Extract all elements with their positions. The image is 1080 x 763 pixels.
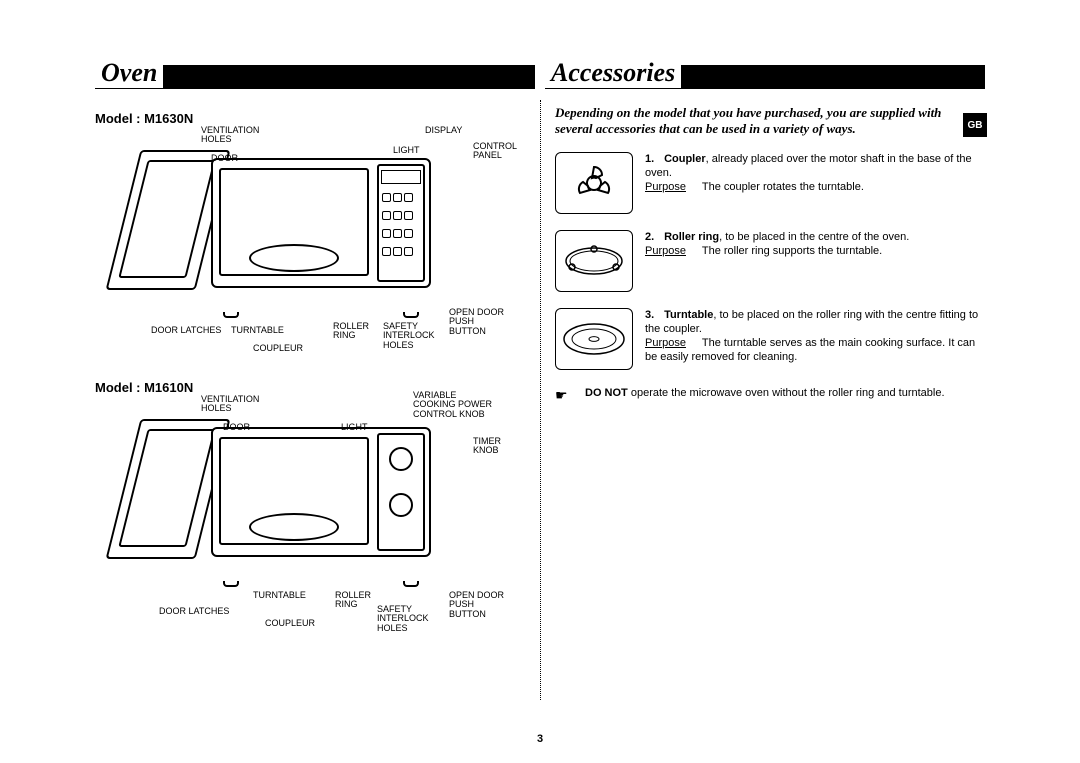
label-control-panel: CONTROL PANEL bbox=[473, 142, 517, 161]
accessory-number: 1. bbox=[645, 152, 661, 166]
turntable-icon bbox=[555, 308, 633, 370]
label-door: DOOR bbox=[211, 154, 238, 163]
purpose-text: The coupler rotates the turntable. bbox=[702, 181, 864, 193]
warning-bold: DO NOT bbox=[585, 387, 628, 399]
purpose-text: The roller ring supports the turntable. bbox=[702, 245, 882, 257]
bottom-labels-m1630n: DOOR LATCHES TURNTABLE COUPLEUR ROLLER R… bbox=[95, 322, 535, 372]
purpose-label: Purpose bbox=[645, 244, 699, 258]
manual-page: Oven Accessories GB Model : M1630N VENTI… bbox=[0, 0, 1080, 763]
accessory-row-coupler: 1. Coupler, already placed over the moto… bbox=[555, 152, 985, 214]
accessory-desc: , to be placed in the centre of the oven… bbox=[719, 231, 909, 243]
coupler-icon bbox=[555, 152, 633, 214]
accessories-intro: Depending on the model that you have pur… bbox=[555, 105, 985, 138]
mwave-button-grid bbox=[381, 190, 421, 270]
accessory-name: Coupler bbox=[664, 153, 706, 165]
label-safety-interlock: SAFETY INTERLOCK HOLES bbox=[383, 322, 435, 350]
mwave-timer-knob bbox=[389, 493, 413, 517]
label-open-door: OPEN DOOR PUSH BUTTON bbox=[449, 591, 504, 619]
label-safety-interlock: SAFETY INTERLOCK HOLES bbox=[377, 605, 429, 633]
page-number: 3 bbox=[537, 733, 543, 745]
mwave-foot bbox=[403, 312, 419, 318]
bottom-labels-m1610n: DOOR LATCHES TURNTABLE COUPLEUR ROLLER R… bbox=[95, 591, 535, 647]
label-light: LIGHT bbox=[393, 146, 420, 155]
label-ventilation-holes: VENTILATION HOLES bbox=[201, 395, 259, 414]
label-coupleur: COUPLEUR bbox=[253, 344, 303, 353]
mwave-foot bbox=[403, 581, 419, 587]
diagram-m1610n: VENTILATION HOLES DOOR LIGHT VARIABLE CO… bbox=[123, 401, 473, 581]
accessory-text: 2. Roller ring, to be placed in the cent… bbox=[645, 230, 985, 292]
warning-row: ☛ DO NOT operate the microwave oven with… bbox=[555, 386, 985, 405]
purpose-label: Purpose bbox=[645, 336, 699, 350]
model-header-m1630n: Model : M1630N bbox=[95, 111, 535, 126]
mwave-turntable bbox=[249, 244, 339, 272]
accessories-column: Depending on the model that you have pur… bbox=[555, 105, 985, 404]
warning-text: DO NOT operate the microwave oven withou… bbox=[585, 386, 945, 405]
label-timer-knob: TIMER KNOB bbox=[473, 437, 501, 456]
mwave-power-knob bbox=[389, 447, 413, 471]
accessory-row-turntable: 3. Turntable, to be placed on the roller… bbox=[555, 308, 985, 370]
diagram-m1630n: VENTILATION HOLES DOOR DISPLAY LIGHT CON… bbox=[123, 132, 473, 312]
accessory-row-roller-ring: 2. Roller ring, to be placed in the cent… bbox=[555, 230, 985, 292]
label-open-door: OPEN DOOR PUSH BUTTON bbox=[449, 308, 504, 336]
accessory-number: 2. bbox=[645, 230, 661, 244]
accessory-text: 1. Coupler, already placed over the moto… bbox=[645, 152, 985, 214]
column-divider bbox=[540, 100, 541, 700]
mwave-display bbox=[381, 170, 421, 184]
label-variable-knob: VARIABLE COOKING POWER CONTROL KNOB bbox=[413, 391, 492, 419]
roller-ring-icon bbox=[555, 230, 633, 292]
section-title-accessories: Accessories bbox=[545, 58, 681, 88]
label-display: DISPLAY bbox=[425, 126, 462, 135]
purpose-label: Purpose bbox=[645, 180, 699, 194]
label-turntable: TURNTABLE bbox=[231, 326, 284, 335]
warning-rest: operate the microwave oven without the r… bbox=[628, 387, 945, 399]
mwave-foot bbox=[223, 581, 239, 587]
label-roller-ring: ROLLER RING bbox=[335, 591, 371, 610]
oven-column: Model : M1630N VENTILATION HOLES DOOR DI… bbox=[95, 105, 535, 647]
label-ventilation-holes: VENTILATION HOLES bbox=[201, 126, 259, 145]
label-light: LIGHT bbox=[341, 423, 368, 432]
label-door-latches: DOOR LATCHES bbox=[151, 326, 221, 335]
accessory-text: 3. Turntable, to be placed on the roller… bbox=[645, 308, 985, 370]
label-door: DOOR bbox=[223, 423, 250, 432]
label-coupleur: COUPLEUR bbox=[265, 619, 315, 628]
mwave-foot bbox=[223, 312, 239, 318]
label-roller-ring: ROLLER RING bbox=[333, 322, 369, 341]
section-title-oven: Oven bbox=[95, 58, 163, 88]
accessory-number: 3. bbox=[645, 308, 661, 322]
mwave-turntable bbox=[249, 513, 339, 541]
accessory-name: Turntable bbox=[664, 309, 713, 321]
pointing-hand-icon: ☛ bbox=[555, 386, 573, 405]
label-door-latches: DOOR LATCHES bbox=[159, 607, 229, 616]
accessory-name: Roller ring bbox=[664, 231, 719, 243]
label-turntable: TURNTABLE bbox=[253, 591, 306, 600]
